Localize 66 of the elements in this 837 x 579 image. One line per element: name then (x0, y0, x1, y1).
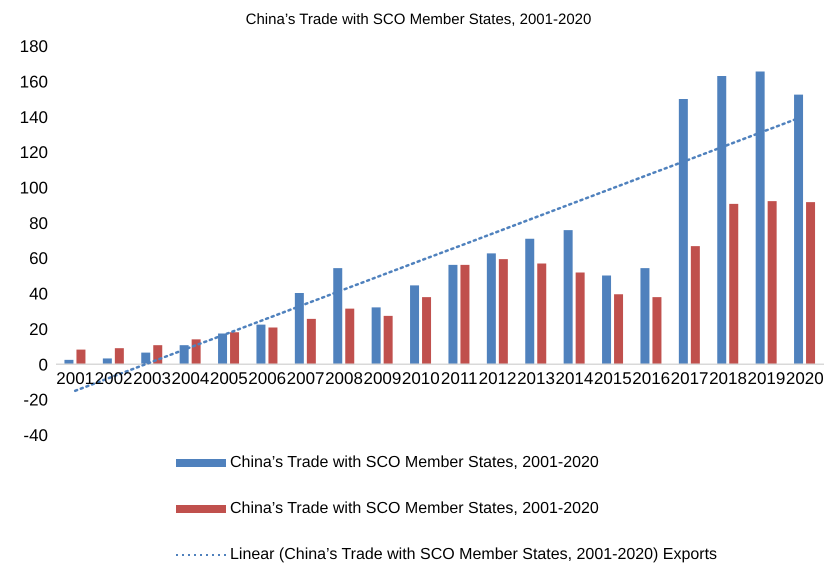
bar (806, 202, 816, 364)
bar (230, 332, 240, 364)
x-tick-label: 2001 (56, 369, 94, 388)
bar (268, 327, 278, 364)
bar (486, 253, 496, 364)
bar (448, 264, 458, 364)
chart-title: China’s Trade with SCO Member States, 2001-2020 (244, 10, 592, 30)
bar (640, 268, 650, 364)
y-tick-label: 140 (20, 108, 48, 127)
bar (294, 293, 304, 364)
y-tick-label: 40 (29, 284, 48, 304)
bar (422, 297, 432, 364)
y-tick-label: -20 (23, 390, 48, 410)
bar (729, 204, 738, 364)
x-tick-label: 2011 (440, 369, 478, 388)
bar (614, 294, 624, 364)
y-tick-label: 120 (20, 143, 48, 162)
legend-label: Linear (China’s Trade with SCO Member States, 2001-2020) Exports (230, 546, 718, 564)
x-tick-label: 2018 (709, 369, 747, 388)
x-tick-label: 2012 (478, 369, 517, 388)
bar (114, 348, 124, 364)
bar (218, 334, 228, 364)
bar (306, 318, 316, 364)
y-tick-label: 180 (20, 37, 48, 56)
x-tick-label: 2008 (325, 369, 363, 388)
x-tick-label: 2007 (286, 369, 325, 388)
bar (576, 272, 585, 364)
y-tick-label: 100 (20, 178, 48, 198)
bar (345, 308, 354, 364)
y-tick-label: 20 (29, 320, 48, 339)
x-tick-label: 2019 (747, 369, 786, 388)
bar (76, 350, 86, 364)
y-tick-label: 160 (20, 72, 48, 92)
bar (564, 230, 573, 364)
x-tick-label: 2017 (670, 369, 709, 388)
bar (460, 264, 470, 364)
bar (537, 263, 546, 364)
x-tick-label: 2015 (594, 369, 632, 388)
bar (602, 276, 612, 364)
x-tick-label: 2004 (171, 369, 210, 388)
bar (652, 297, 662, 364)
bar (384, 316, 393, 364)
bar (768, 201, 777, 364)
y-tick-label: 80 (29, 214, 48, 233)
y-tick-label: -40 (23, 426, 48, 446)
legend-label: China’s Trade with SCO Member States, 2001-2020 (230, 454, 599, 472)
x-tick-label: 2006 (248, 369, 286, 388)
bar (410, 285, 420, 364)
x-tick-label: 2005 (210, 369, 248, 388)
x-tick-label: 2016 (632, 369, 670, 388)
bar (333, 268, 342, 364)
x-tick-label: 2013 (517, 369, 555, 388)
bar (256, 324, 266, 364)
x-tick-label: 2003 (133, 369, 171, 388)
x-tick-label: 2020 (786, 369, 824, 388)
bar (141, 352, 150, 364)
x-tick-label: 2009 (363, 369, 402, 388)
y-tick-label: 60 (29, 249, 48, 268)
x-tick-label: 2014 (555, 369, 594, 388)
bar (690, 246, 700, 364)
bar (372, 307, 381, 364)
bar (525, 238, 534, 364)
x-tick-label: 2010 (402, 369, 440, 388)
legend-label: China’s Trade with SCO Member States, 2001-2020 (230, 500, 599, 518)
bar (498, 259, 508, 364)
y-tick-label: 0 (38, 355, 48, 374)
